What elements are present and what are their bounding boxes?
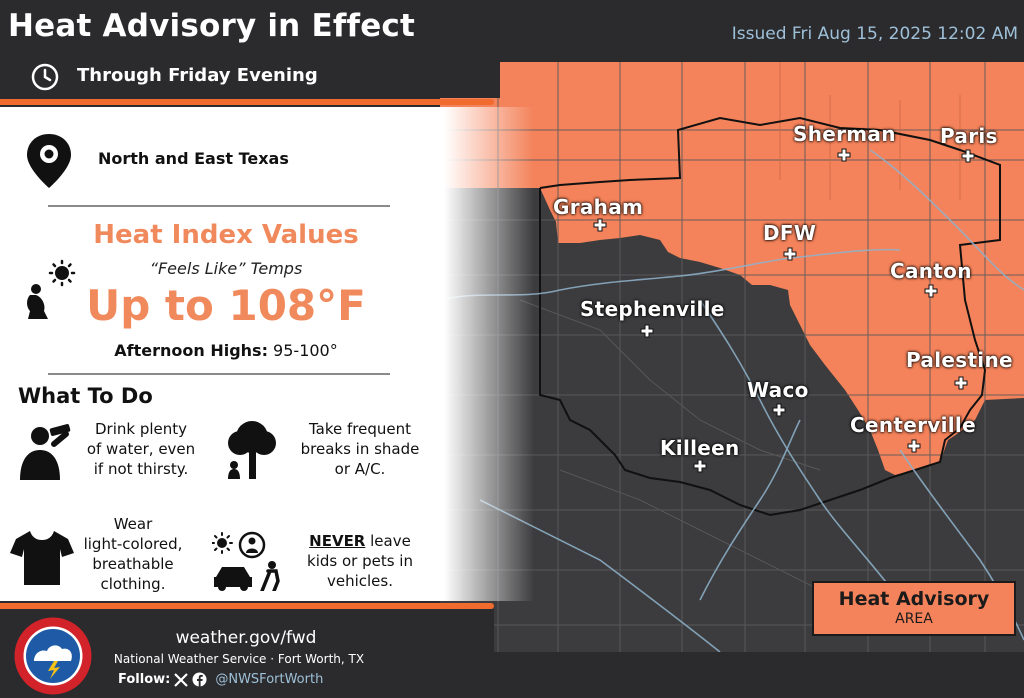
city-label-palestine: Palestine (906, 348, 1013, 372)
divider (48, 205, 390, 207)
heat-index-title: Heat Index Values (93, 220, 359, 250)
header-divider (0, 99, 494, 105)
tip-line: Take frequent (308, 420, 411, 438)
divider (48, 373, 390, 375)
facebook-icon[interactable] (192, 672, 207, 687)
subtitle-bar: Through Friday Evening (0, 56, 500, 98)
nws-logo (14, 617, 92, 695)
city-label-graham: Graham (553, 195, 644, 219)
website-link[interactable]: weather.gov/fwd (175, 628, 317, 648)
tip-line: Drink plenty (94, 420, 188, 438)
feels-like-label: “Feels Like” Temps (149, 259, 303, 278)
tip-line: Wear (113, 515, 153, 533)
city-marker (924, 284, 938, 298)
city-marker (954, 376, 968, 390)
heat-person-icon (27, 259, 76, 319)
city-marker (593, 218, 607, 232)
page-title: Heat Advisory in Effect (8, 8, 416, 44)
tip-line: of water, even (86, 440, 196, 458)
city-label-stephenville: Stephenville (580, 297, 725, 321)
city-marker (640, 324, 654, 338)
info-panel: North and East Texas Heat Index Values “… (0, 107, 444, 601)
tip-wear-light-clothing: Wear light-colored, breathable clothing. (74, 514, 192, 594)
afternoon-highs: Afternoon Highs: 95-100° (0, 341, 452, 360)
issued-timestamp: Issued Fri Aug 15, 2025 12:02 AM (731, 24, 1018, 44)
tip-line: or A/C. (334, 460, 386, 478)
duration-label: Through Friday Evening (77, 65, 318, 86)
city-label-killeen: Killeen (660, 436, 740, 460)
panel-fade (444, 107, 534, 601)
legend-subtitle: AREA (895, 611, 933, 627)
what-to-do-title: What To Do (18, 384, 153, 408)
county-lines (440, 62, 1024, 652)
location-pin-icon (27, 134, 71, 188)
city-marker (961, 149, 975, 163)
legend-title: Heat Advisory (838, 588, 990, 610)
tip-line: breathable (92, 555, 174, 573)
tip-line: light-colored, (83, 535, 183, 553)
footer-divider (0, 603, 494, 609)
city-marker (783, 247, 797, 261)
city-label-waco: Waco (747, 378, 809, 402)
heat-index-value: Up to 108°F (86, 281, 366, 330)
location-label: North and East Texas (98, 149, 289, 168)
city-marker (772, 403, 786, 417)
follow-label: Follow: (118, 672, 171, 687)
tip-line: NEVER leave (290, 531, 430, 551)
tip-line: breaks in shade (300, 440, 420, 458)
city-label-sherman: Sherman (793, 122, 896, 146)
city-label-centerville: Centerville (850, 413, 976, 437)
highs-value: 95-100° (267, 341, 338, 360)
city-label-dfw: DFW (763, 221, 817, 245)
social-row: Follow: @NWSFortWorth (118, 672, 323, 687)
city-label-paris: Paris (940, 124, 998, 148)
tip-line-rest: leave (365, 532, 411, 550)
clock-icon (31, 63, 59, 91)
never-emphasis: NEVER (309, 532, 366, 550)
tshirt-icon (10, 531, 74, 585)
tree-shade-icon (228, 421, 276, 479)
city-markers (593, 148, 975, 473)
tip-drink-water: Drink plenty of water, even if not thirs… (76, 419, 206, 479)
drinking-person-icon (20, 423, 71, 480)
agency-name: National Weather Service · Fort Worth, T… (113, 652, 365, 666)
map-legend: Heat Advisory AREA (812, 581, 1016, 636)
tip-take-breaks: Take frequent breaks in shade or A/C. (288, 419, 432, 479)
tip-line: vehicles. (326, 572, 393, 590)
tip-line: if not thirsty. (93, 460, 189, 478)
cwa-boundary (539, 116, 1001, 517)
highs-label: Afternoon Highs: (114, 341, 268, 360)
x-icon[interactable] (174, 672, 189, 687)
city-marker (693, 459, 707, 473)
city-marker (907, 439, 921, 453)
city-marker (837, 148, 851, 162)
tip-line: kids or pets in (307, 552, 413, 570)
city-label-canton: Canton (890, 259, 972, 283)
tip-never-leave-kids: NEVER leave kids or pets in vehicles. (290, 531, 430, 591)
tip-line: clothing. (100, 575, 166, 593)
social-handle[interactable]: @NWSFortWorth (215, 672, 324, 687)
hot-car-icon (212, 531, 280, 591)
